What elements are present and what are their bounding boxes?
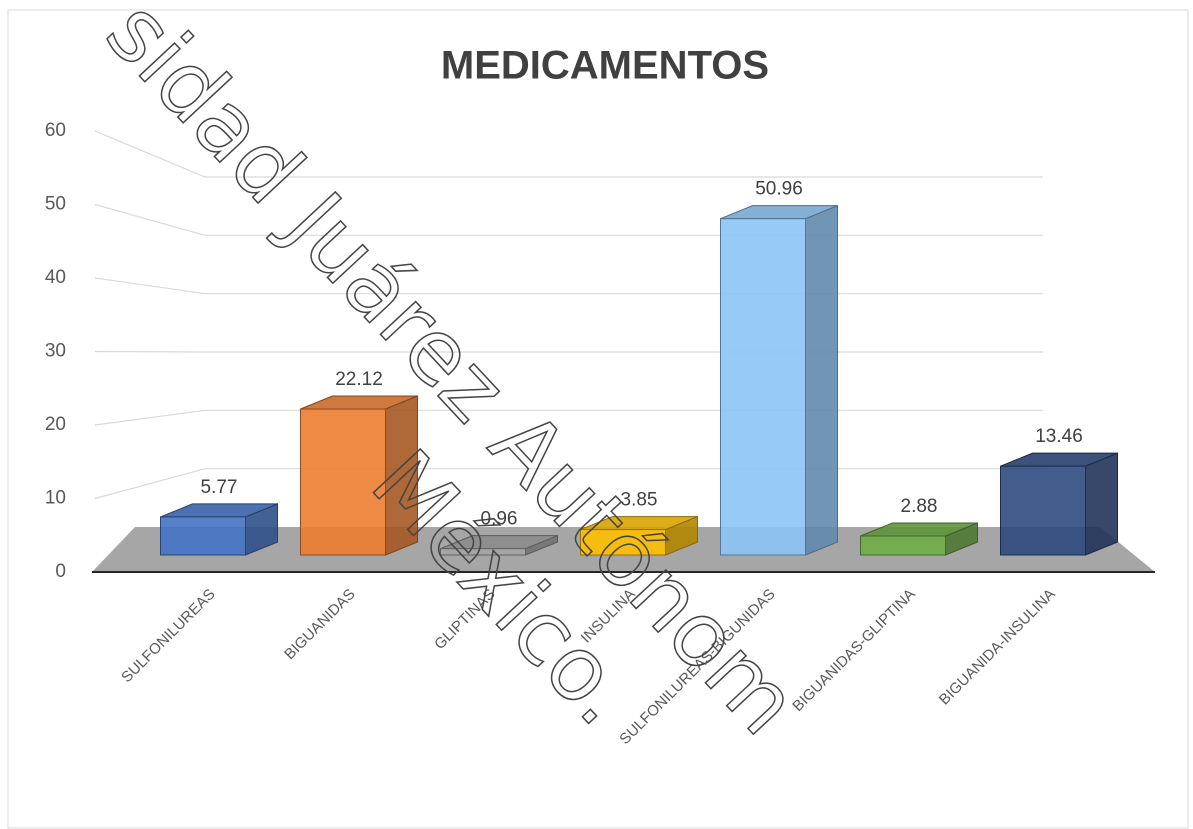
- bar: [1000, 452, 1118, 556]
- y-tick-label: 10: [45, 488, 66, 509]
- bar-front: [720, 218, 806, 556]
- bar-front: [860, 535, 946, 556]
- bar: [720, 204, 838, 556]
- bar: [440, 534, 558, 556]
- bar-front: [1000, 465, 1086, 556]
- bar: [300, 395, 418, 556]
- value-label: 5.77: [201, 477, 238, 498]
- bar-front: [580, 529, 666, 556]
- value-label: 50.96: [755, 179, 803, 200]
- bar-front: [300, 408, 386, 556]
- bar-side: [1085, 452, 1118, 556]
- y-tick-label: 20: [45, 414, 66, 435]
- y-tick-label: 50: [45, 194, 66, 215]
- y-tick-label: 30: [45, 341, 66, 362]
- value-label: 0.96: [481, 509, 518, 530]
- value-label: 22.12: [335, 369, 383, 390]
- chart-title: MEDICAMENTOS: [441, 44, 769, 88]
- value-label: 13.46: [1035, 426, 1083, 447]
- value-label: 3.85: [621, 490, 658, 511]
- bar: [580, 515, 698, 556]
- value-label: 2.88: [901, 496, 938, 517]
- bar: [160, 503, 278, 556]
- chart-border: [7, 9, 1189, 829]
- y-tick-label: 40: [45, 267, 66, 288]
- bar-front: [160, 516, 246, 556]
- y-tick-label: 60: [45, 120, 66, 141]
- bar: [860, 522, 978, 556]
- grid-line: [94, 350, 1043, 353]
- grid-line: [94, 130, 1043, 178]
- y-tick-label: 0: [55, 561, 66, 582]
- bar-front: [440, 548, 526, 556]
- bar-side: [805, 204, 838, 556]
